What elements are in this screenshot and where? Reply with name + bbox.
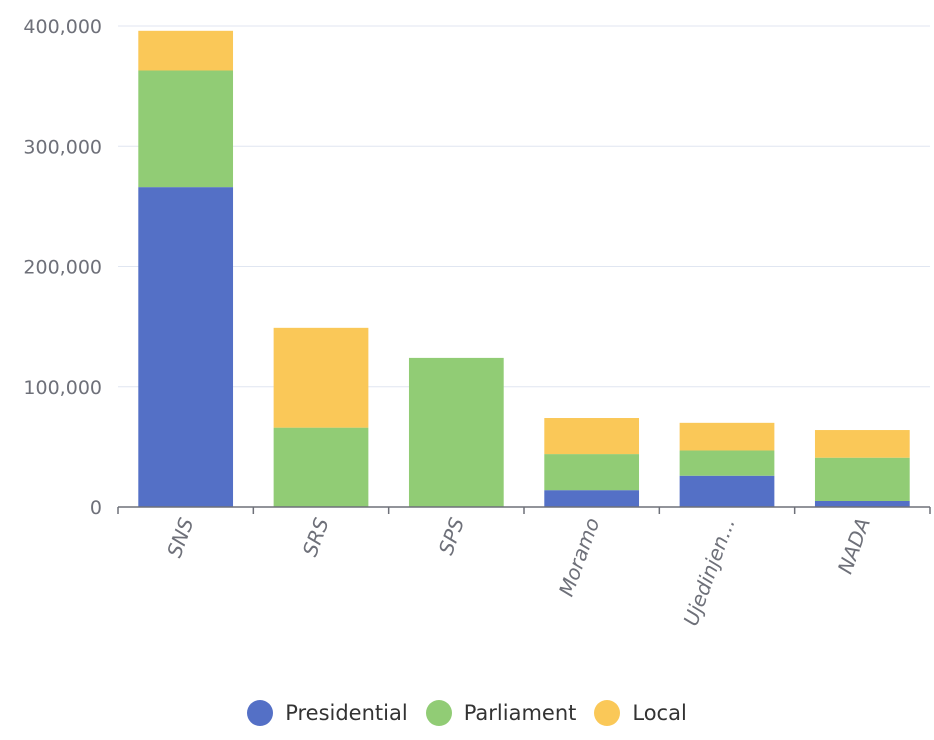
x-tick-label-4: Ujedinjen... (678, 515, 739, 629)
bar-local-4[interactable] (679, 422, 775, 451)
bar-presidential-5[interactable] (814, 500, 910, 507)
y-axis-tick-labels: 0 100,000 200,000 300,000 400,000 (23, 16, 102, 519)
x-tick-label-0: SNS (162, 514, 198, 560)
x-tick-label-2: SPS (434, 514, 469, 558)
bar-parliament-1[interactable] (273, 427, 369, 507)
legend-item-local[interactable]: Local (594, 700, 687, 726)
y-tick-label-4: 400,000 (23, 16, 102, 38)
bar-parliament-2[interactable] (408, 357, 504, 507)
x-tick-label-5: NADA (833, 515, 875, 577)
x-tick-label-3: Moramo (554, 515, 604, 600)
bars (138, 30, 910, 507)
bar-local-0[interactable] (138, 30, 234, 71)
y-tick-label-3: 300,000 (23, 136, 102, 158)
legend-item-parliament[interactable]: Parliament (425, 700, 577, 726)
y-tick-label-2: 200,000 (23, 257, 102, 279)
legend-marker-parliament (425, 700, 452, 726)
legend-label-parliament: Parliament (463, 701, 577, 725)
bar-presidential-3[interactable] (544, 490, 640, 507)
bar-presidential-4[interactable] (679, 475, 775, 507)
legend-marker-local (594, 700, 621, 726)
legend-label-presidential: Presidential (285, 701, 408, 725)
stacked-bar-chart: 0 100,000 200,000 300,000 400,000 SNS SRS SPS M… (23, 16, 931, 629)
x-axis (117, 506, 931, 514)
y-tick-label-0: 0 (90, 497, 102, 519)
bar-parliament-0[interactable] (138, 70, 234, 188)
grid-lines (118, 25, 930, 388)
legend: Presidential Parliament Local (0, 700, 934, 726)
bar-parliament-3[interactable] (544, 454, 640, 491)
bar-local-3[interactable] (544, 418, 640, 455)
legend-marker-presidential (247, 700, 274, 726)
y-tick-label-1: 100,000 (23, 377, 102, 399)
bar-presidential-0[interactable] (138, 187, 234, 507)
legend-item-presidential[interactable]: Presidential (247, 700, 408, 726)
bar-parliament-4[interactable] (679, 450, 775, 476)
bar-local-1[interactable] (273, 327, 369, 428)
legend-label-local: Local (632, 701, 687, 725)
x-axis-category-labels: SNS SRS SPS Moramo Ujedinjen... NADA (162, 514, 875, 629)
bar-local-5[interactable] (814, 430, 910, 458)
bar-parliament-5[interactable] (814, 457, 910, 501)
x-tick-label-1: SRS (298, 514, 334, 559)
